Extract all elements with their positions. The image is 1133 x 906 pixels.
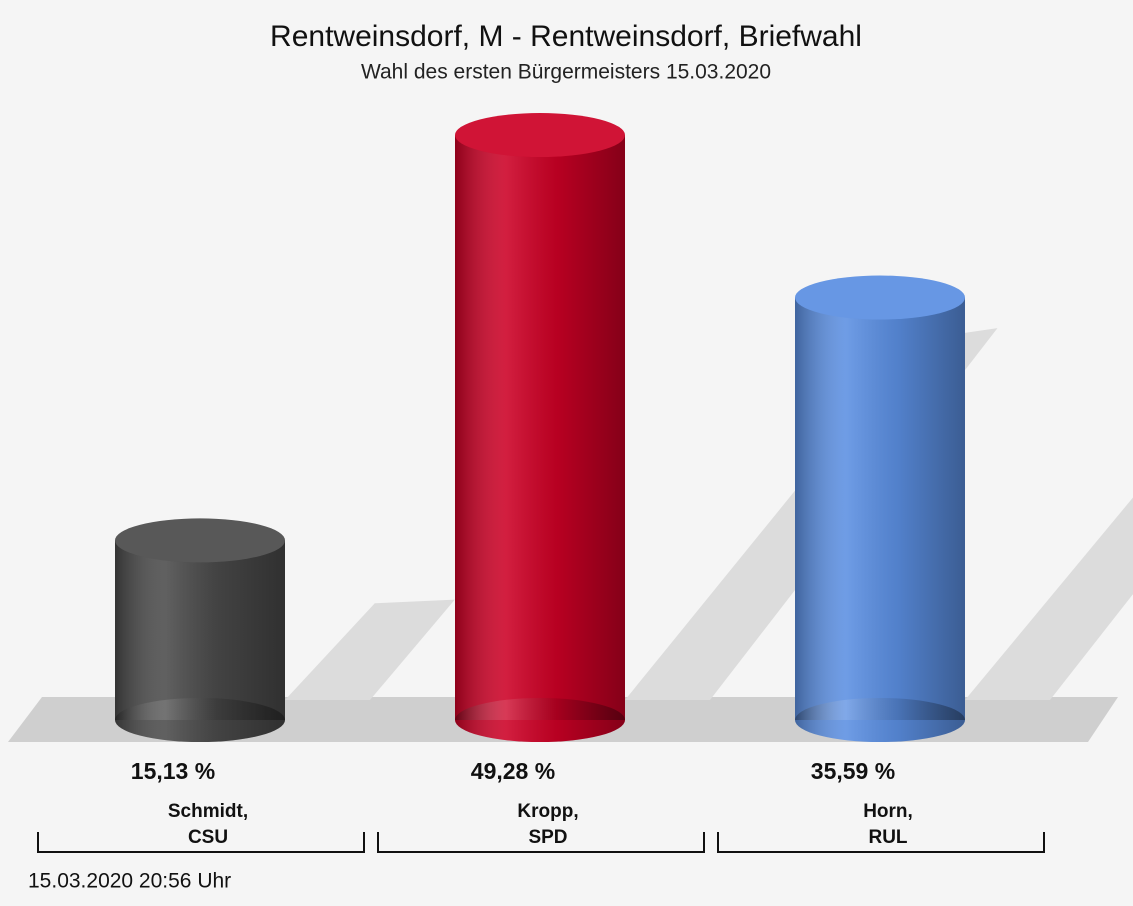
- bar-top-tint: [455, 113, 625, 158]
- bar-shade: [115, 540, 285, 720]
- bar-shade: [455, 135, 625, 721]
- bar: [795, 275, 965, 742]
- value-label: 35,59 %: [811, 758, 895, 784]
- bar-shade: [795, 297, 965, 720]
- bar-bottom-shade: [455, 698, 625, 742]
- bar-top: [455, 113, 625, 158]
- chart-subtitle: Wahl des ersten Bürgermeisters 15.03.202…: [361, 61, 771, 84]
- bar-bottom-shade: [795, 698, 965, 742]
- category-label: Kropp, SPD: [517, 801, 579, 848]
- category-bracket: [37, 832, 365, 853]
- bar-shadow: [965, 497, 1133, 700]
- footer: 15.03.2020 20:56 Uhr: [28, 870, 231, 893]
- bar: [455, 113, 625, 742]
- value-label: 15,13 %: [131, 758, 215, 784]
- value-label: 49,28 %: [471, 758, 555, 784]
- category-label: Horn, RUL: [863, 801, 913, 848]
- bar-top: [795, 275, 965, 320]
- chart-title: Rentweinsdorf, M - Rentweinsdorf, Briefw…: [270, 20, 862, 53]
- bar-bottom-shade: [115, 698, 285, 742]
- category-bracket: [717, 832, 1045, 853]
- category-bracket: [377, 832, 705, 853]
- bar-top-tint: [115, 518, 285, 563]
- bar-shadow: [285, 599, 455, 700]
- bar: [115, 518, 285, 742]
- bar-top: [115, 518, 285, 563]
- category-label: Schmidt, CSU: [167, 801, 249, 848]
- bar-top-tint: [795, 275, 965, 320]
